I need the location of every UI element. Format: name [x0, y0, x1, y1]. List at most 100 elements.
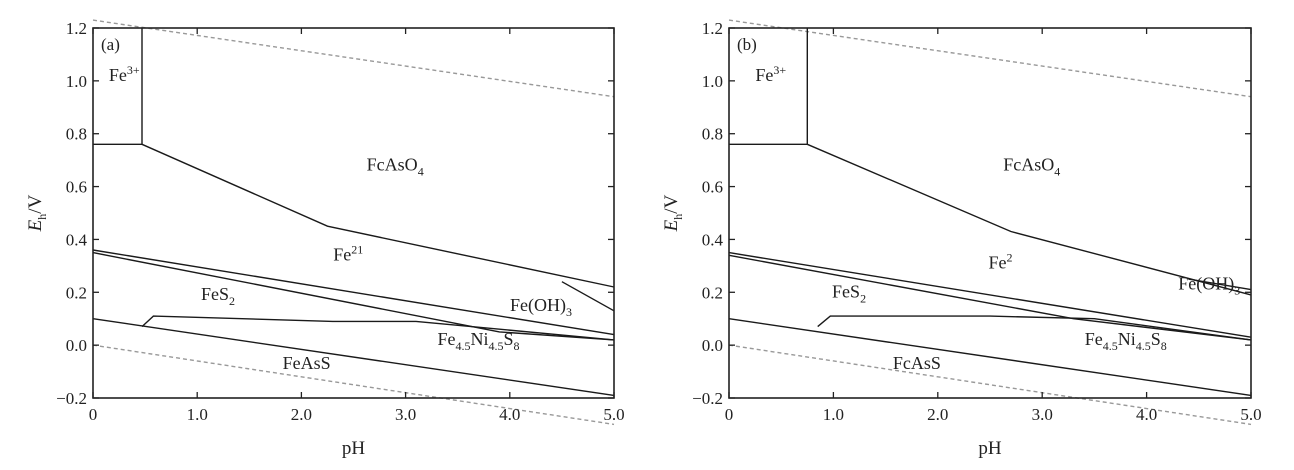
- x-tick-label: 2.0: [291, 405, 312, 424]
- region-label: FeAsS: [283, 353, 331, 373]
- region-label-part: Fe: [333, 245, 351, 265]
- y-tick-label: 0.2: [66, 283, 87, 302]
- x-tick-label: 4.0: [499, 405, 520, 424]
- phase-boundary-line: [807, 143, 1252, 296]
- region-label-part: S: [1151, 329, 1161, 349]
- y-tick-label: 1.2: [702, 19, 723, 38]
- region-label-part: FcAsO: [1003, 155, 1054, 175]
- region-label-part: 2: [229, 294, 235, 308]
- water-stability-line: [92, 344, 615, 426]
- region-label: FcAsO4: [1003, 155, 1060, 179]
- y-axis-subscript: h: [671, 214, 685, 220]
- region-label: FeS2: [201, 284, 235, 308]
- region-label: Fe(OH)3: [1178, 274, 1240, 298]
- region-label-part: 3: [1234, 284, 1240, 298]
- region-label-part: S: [504, 329, 514, 349]
- region-label-part: 21: [351, 243, 363, 257]
- y-tick-label: 0.4: [66, 230, 88, 249]
- region-label-part: 4.5: [489, 339, 504, 353]
- region-label-part: FeS: [832, 282, 860, 302]
- y-tick-label: 0.4: [702, 230, 724, 249]
- region-label-part: Ni: [471, 329, 489, 349]
- region-label-part: 2: [1006, 251, 1012, 265]
- region-label: Fe2: [988, 251, 1012, 273]
- x-tick-label: 1.0: [823, 405, 844, 424]
- y-tick-label: 1.2: [66, 19, 87, 38]
- panel-label: (b): [737, 35, 757, 54]
- region-label: Fe(OH)3: [510, 295, 572, 319]
- region-label-part: 3: [566, 305, 572, 319]
- phase-boundary-line: [141, 315, 615, 341]
- panel-b: 0 1.0 2.0 3.0 4.0 5.0 −0.2 0.0 0.2 0.4 0.6 0.8 1.0 1.…: [661, 19, 1262, 459]
- region-label-part: Fe: [755, 65, 773, 85]
- water-stability-line: [728, 19, 1252, 98]
- x-tick-label: 3.0: [395, 405, 416, 424]
- phase-boundary-line: [92, 318, 615, 397]
- y-axis-symbol: E: [25, 219, 46, 232]
- water-stability-line: [728, 344, 1252, 426]
- y-tick-label: 0.2: [702, 283, 723, 302]
- region-label-part: Fe: [438, 329, 456, 349]
- y-axis-title: Eh/V: [25, 194, 49, 232]
- region-label-part: 3+: [127, 63, 140, 77]
- y-tick-label: 0.6: [702, 178, 723, 197]
- region-label: Fe21: [333, 243, 363, 265]
- phase-boundary-line: [561, 281, 615, 312]
- region-label-part: 8: [1161, 339, 1167, 353]
- phase-boundary-line: [92, 251, 615, 341]
- phase-boundary-line: [141, 143, 615, 288]
- plot-frame: [92, 27, 615, 399]
- region-label: Fe3+: [109, 63, 140, 85]
- y-axis-symbol: E: [661, 219, 682, 232]
- region-label-part: Fe: [988, 253, 1006, 273]
- y-tick-label: −0.2: [56, 389, 87, 408]
- x-tick-label: 5.0: [603, 405, 624, 424]
- x-axis-title: pH: [978, 438, 1002, 459]
- phase-boundary-line: [92, 249, 615, 336]
- region-label-part: 4: [418, 165, 424, 179]
- x-axis-title: pH: [342, 438, 366, 459]
- region-label-part: 2: [860, 292, 866, 306]
- y-tick-label: 1.0: [66, 72, 87, 91]
- y-axis-unit: /V: [25, 194, 46, 213]
- y-tick-label: 0.0: [702, 336, 723, 355]
- plot-frame: [728, 27, 1252, 399]
- region-label-part: 4.5: [1136, 339, 1151, 353]
- region-label: FcAsO4: [367, 155, 424, 179]
- panel-label: (a): [101, 35, 120, 54]
- region-label-part: Fe(OH): [1178, 274, 1234, 295]
- x-tick-label: 5.0: [1240, 405, 1261, 424]
- region-label-part: FeS: [201, 284, 229, 304]
- x-tick-label: 0: [89, 405, 98, 424]
- region-label: Fe3+: [755, 63, 786, 85]
- y-tick-label: 0.8: [66, 125, 87, 144]
- region-label: FeS2: [832, 282, 866, 306]
- y-axis-title: Eh/V: [661, 194, 685, 232]
- region-label-part: 4.5: [456, 339, 471, 353]
- x-tick-label: 0: [725, 405, 734, 424]
- x-tick-label: 1.0: [187, 405, 208, 424]
- region-label-part: Fe: [1085, 329, 1103, 349]
- y-tick-label: −0.2: [692, 389, 723, 408]
- region-label-part: 3+: [773, 63, 786, 77]
- phase-boundary-line: [728, 251, 1252, 338]
- region-label-part: 4.5: [1103, 339, 1118, 353]
- region-label: Fe4.5Ni4.5S8: [1085, 329, 1167, 353]
- region-label: Fe4.5Ni4.5S8: [438, 329, 520, 353]
- y-tick-label: 0.8: [702, 125, 723, 144]
- phase-boundary-line: [817, 315, 1252, 341]
- region-label-part: FcAsS: [893, 353, 941, 373]
- x-tick-label: 2.0: [927, 405, 948, 424]
- region-label-part: 4: [1054, 165, 1060, 179]
- phase-boundary-line: [1188, 278, 1252, 291]
- x-tick-label: 3.0: [1032, 405, 1053, 424]
- panel-a: 0 1.0 2.0 3.0 4.0 5.0 −0.2 0.0 0.2 0.4 0.6 0.8 1.0 1.…: [25, 19, 625, 459]
- region-label-part: FcAsO: [367, 155, 418, 175]
- region-label-part: Fe: [109, 65, 127, 85]
- region-label-part: 8: [514, 339, 520, 353]
- region-label-part: Fe(OH): [510, 295, 566, 316]
- y-tick-label: 0.6: [66, 178, 87, 197]
- y-tick-label: 1.0: [702, 72, 723, 91]
- y-axis-subscript: h: [35, 214, 49, 220]
